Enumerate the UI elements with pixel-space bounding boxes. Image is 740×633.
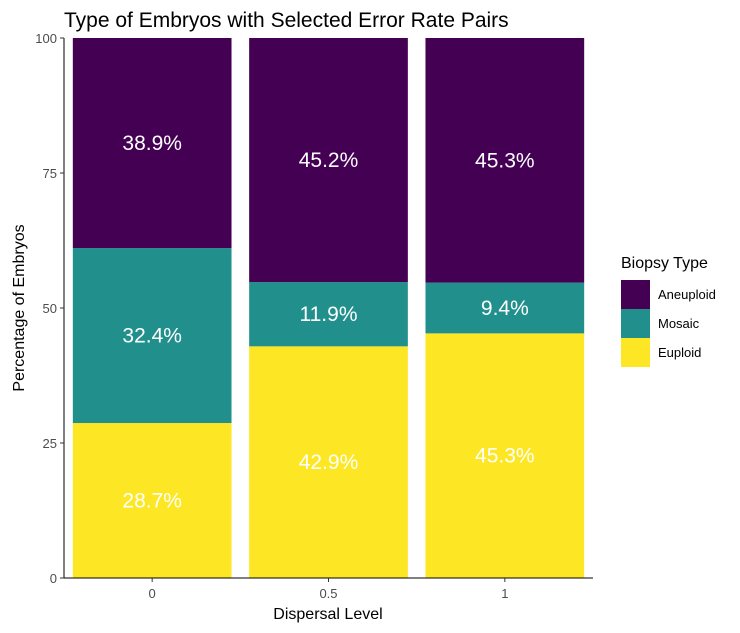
bar-segment-mosaic — [249, 282, 408, 347]
data-label: 45.3% — [475, 149, 535, 172]
bar-segment-aneuploid — [249, 38, 408, 283]
data-label: 42.9% — [299, 451, 359, 474]
bar-segment-euploid — [249, 346, 408, 578]
y-tick-label: 50 — [43, 301, 57, 316]
plot-area: 28.7% 32.4% 38.9% 42.9% 11.9% 45.2% 45.3% 9.4% 4… — [72, 38, 585, 578]
data-label: 28.7% — [122, 490, 182, 513]
bar-segment-aneuploid — [425, 38, 585, 283]
legend-title: Biopsy Type — [621, 255, 708, 272]
bar-segment-euploid — [72, 423, 232, 578]
y-tick-label: 25 — [43, 436, 57, 451]
y-tick-label: 100 — [35, 31, 57, 46]
y-tick-label: 0 — [50, 571, 57, 586]
bar-segment-mosaic — [72, 248, 232, 424]
data-label: 11.9% — [300, 303, 358, 326]
legend-label-aneuploid: Aneuploid — [658, 287, 716, 302]
x-tick-label: 0 — [149, 586, 156, 601]
data-label: 38.9% — [122, 132, 182, 155]
bar-segment-aneuploid — [72, 38, 232, 249]
bar-segment-mosaic — [425, 282, 585, 334]
legend-label-mosaic: Mosaic — [658, 316, 700, 331]
x-tick-label: 1 — [501, 586, 508, 601]
legend-swatch-aneuploid — [621, 280, 650, 309]
data-label: 45.3% — [475, 445, 535, 468]
chart-title: Type of Embryos with Selected Error Rate… — [64, 9, 509, 32]
legend-swatch-mosaic — [621, 309, 650, 338]
x-tick-label: 0.5 — [319, 586, 337, 601]
y-axis-title: Percentage of Embryos — [11, 224, 28, 391]
legend-swatch-euploid — [621, 338, 650, 367]
bar-segment-euploid — [425, 333, 585, 578]
data-label: 9.4% — [481, 297, 529, 320]
y-ticks: 0 25 50 75 100 — [35, 31, 64, 586]
legend-label-euploid: Euploid — [658, 345, 701, 360]
x-ticks: 0 0.5 1 — [149, 578, 508, 601]
legend: Biopsy Type Aneuploid Mosaic Euploid — [621, 255, 716, 367]
data-label: 32.4% — [122, 325, 182, 348]
x-axis-title: Dispersal Level — [273, 606, 382, 623]
y-tick-label: 75 — [43, 166, 57, 181]
data-label: 45.2% — [299, 149, 359, 172]
